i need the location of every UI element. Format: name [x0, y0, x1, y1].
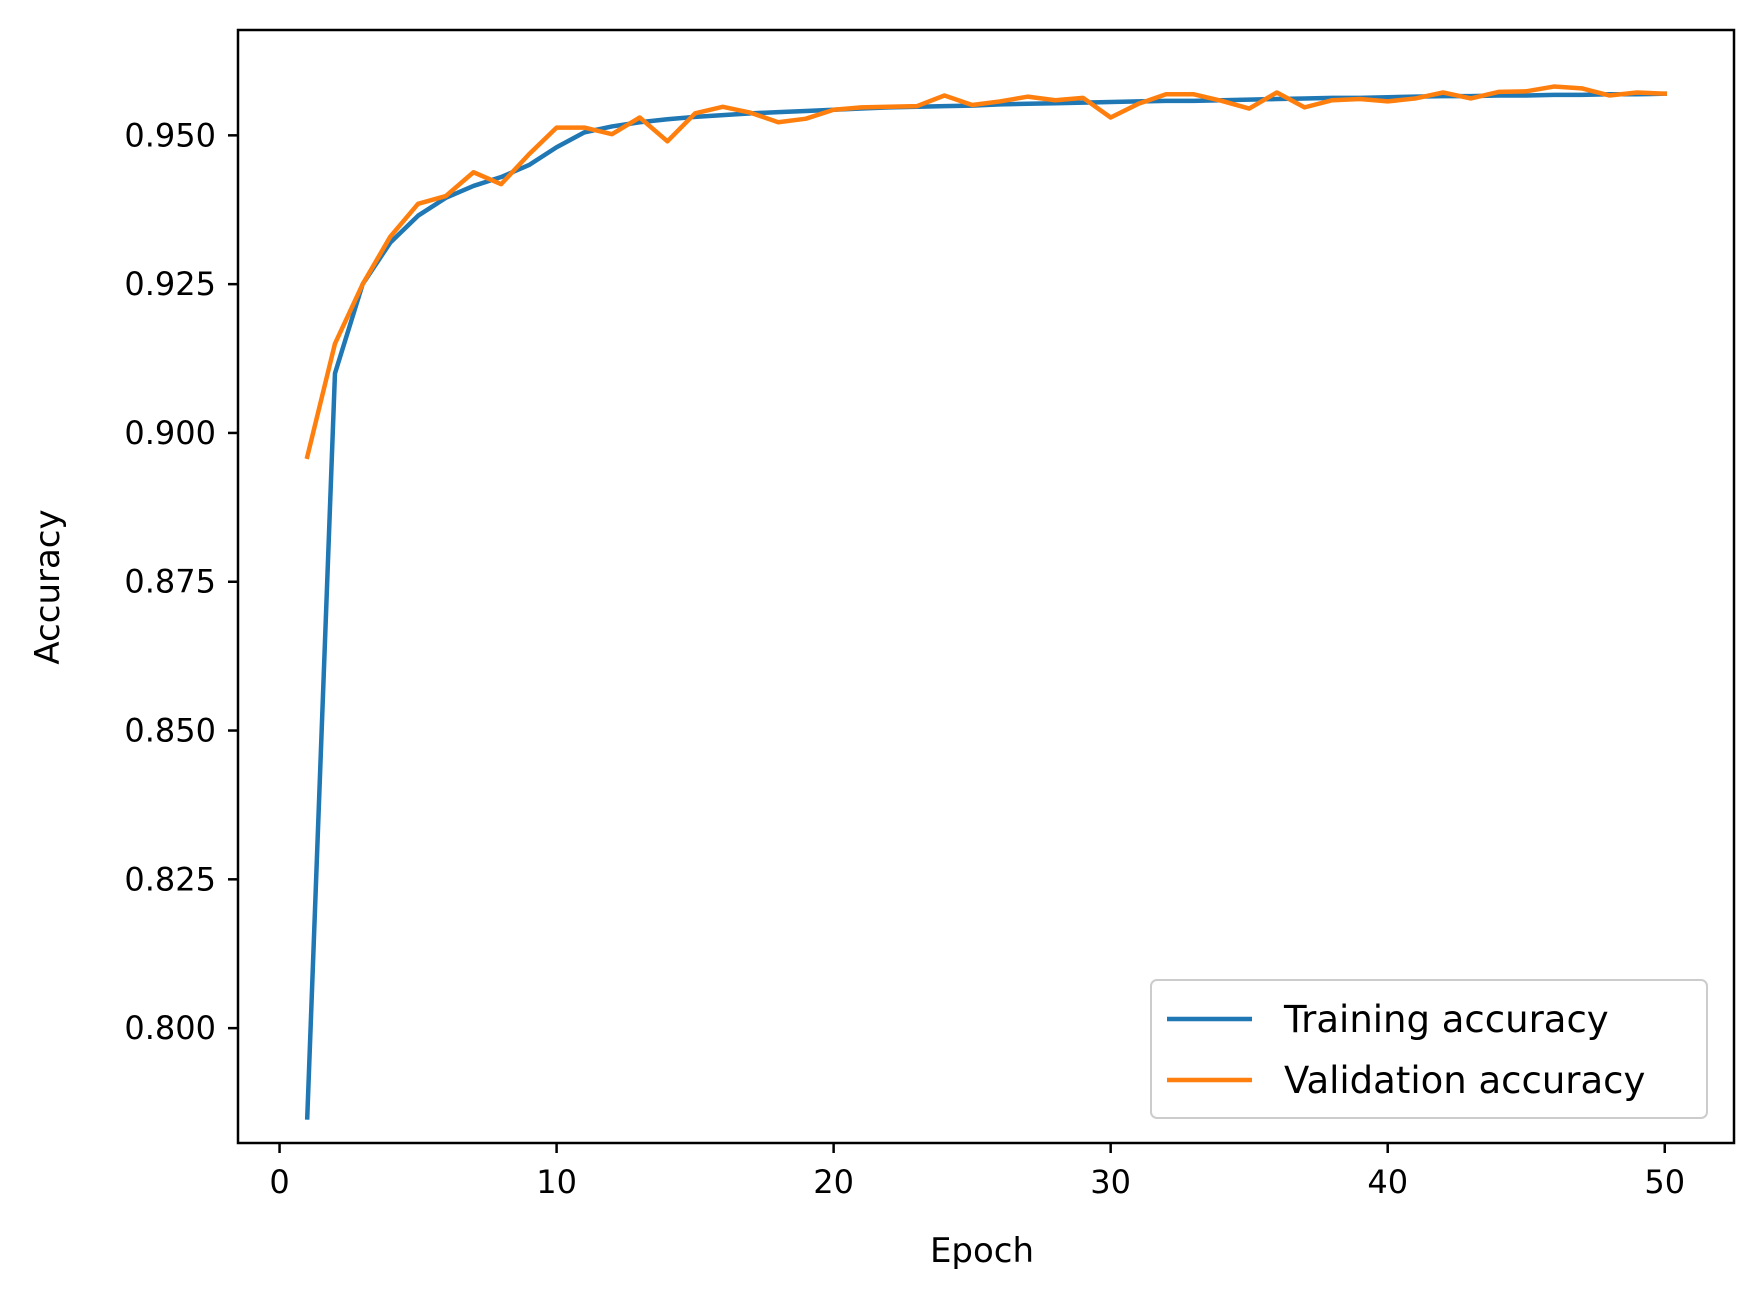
series-layer	[304, 84, 1668, 1120]
x-tick-label: 40	[1367, 1163, 1408, 1201]
y-tick-label: 0.950	[124, 116, 216, 154]
y-tick-label: 0.925	[124, 265, 216, 303]
y-tick-label: 0.900	[124, 414, 216, 452]
y-tick-label: 0.850	[124, 712, 216, 750]
x-tick-label: 10	[536, 1163, 577, 1201]
x-tick-label: 50	[1644, 1163, 1685, 1201]
x-axis-label: Epoch	[930, 1231, 1034, 1271]
y-axis-label: Accuracy	[28, 509, 68, 664]
x-axis-ticks: 0 10 20 30 40 50	[269, 1143, 1685, 1201]
series-line-validation	[304, 84, 1668, 460]
plot-frame	[236, 28, 1736, 1145]
x-tick-label: 30	[1090, 1163, 1131, 1201]
legend-label-training: Training accuracy	[1283, 998, 1609, 1041]
legend-label-validation: Validation accuracy	[1284, 1059, 1645, 1102]
y-tick-label: 0.825	[124, 860, 216, 898]
legend: Training accuracy Validation accuracy	[1150, 979, 1708, 1119]
x-tick-label: 20	[813, 1163, 854, 1201]
y-axis-ticks: 0.800 0.825 0.850 0.875 0.900 0.925 0.950	[124, 116, 238, 1047]
y-tick-label: 0.875	[124, 563, 216, 601]
y-tick-label: 0.800	[124, 1009, 216, 1047]
x-tick-label: 0	[269, 1163, 289, 1201]
legend-box	[1150, 979, 1708, 1119]
